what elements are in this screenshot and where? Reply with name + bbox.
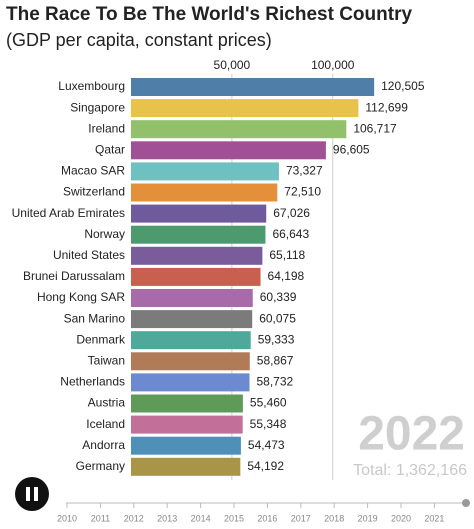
bar	[131, 267, 261, 286]
timeline-label: 2013	[157, 513, 177, 523]
timeline-label: 2018	[324, 513, 344, 523]
timeline-label: 2019	[358, 513, 378, 523]
y-tick-label: Andorra	[82, 438, 125, 452]
value-label: 59,333	[258, 332, 295, 346]
y-tick-label: Macao SAR	[61, 164, 125, 178]
value-label: 67,026	[273, 206, 310, 220]
timeline-label: 2010	[57, 513, 77, 523]
y-tick-label: Brunei Darussalam	[23, 269, 125, 283]
bar	[131, 289, 253, 307]
bar	[131, 310, 253, 329]
bar	[131, 162, 279, 181]
y-tick-label: Qatar	[95, 142, 125, 156]
y-tick-label: Ireland	[88, 121, 125, 135]
bar	[131, 457, 241, 476]
x-tick-label: 50,000	[214, 58, 251, 72]
y-tick-label: Denmark	[76, 332, 126, 346]
bar	[131, 204, 267, 223]
y-tick-label: United States	[53, 248, 125, 262]
value-label: 106,717	[353, 121, 397, 135]
y-tick-label: Singapore	[70, 100, 125, 114]
timeline-label: 2020	[391, 513, 411, 523]
bar	[131, 373, 250, 392]
y-tick-label: San Marino	[64, 311, 126, 325]
timeline-label: 2011	[91, 513, 110, 523]
value-label: 96,605	[333, 142, 370, 156]
value-label: 58,867	[257, 353, 294, 367]
bar	[131, 120, 347, 139]
value-label: 64,198	[268, 269, 305, 283]
y-tick-label: Iceland	[86, 417, 125, 431]
timeline-label: 2017	[291, 513, 311, 523]
play-button[interactable]	[15, 477, 49, 511]
timeline-label: 2012	[124, 513, 144, 523]
timeline-label: 2016	[257, 513, 277, 523]
value-label: 120,505	[381, 79, 425, 93]
value-label: 65,118	[269, 248, 305, 262]
bar	[131, 78, 375, 96]
value-label: 54,192	[247, 459, 284, 473]
year-label: 2022	[358, 408, 465, 461]
y-tick-label: Taiwan	[88, 353, 125, 367]
value-label: 72,510	[284, 185, 321, 199]
value-label: 60,075	[259, 311, 296, 325]
y-tick-label: Switzerland	[63, 185, 125, 199]
timeline-label: 2014	[191, 513, 211, 523]
y-tick-label: Austria	[88, 396, 126, 410]
bar	[131, 225, 266, 244]
value-label: 58,732	[257, 375, 294, 389]
timeline-label: 2021	[424, 513, 444, 523]
y-tick-label: Germany	[76, 459, 125, 473]
value-label: 112,699	[365, 100, 408, 114]
bar	[131, 352, 250, 371]
value-label: 60,339	[260, 290, 297, 304]
y-tick-label: Netherlands	[60, 375, 125, 389]
y-tick-label: Hong Kong SAR	[37, 290, 125, 304]
pause-bar[interactable]	[34, 487, 38, 501]
bar	[131, 394, 243, 413]
y-tick-label: Norway	[84, 227, 125, 241]
bar	[131, 436, 241, 455]
total-label: Total: 1,362,166	[353, 462, 467, 479]
bar	[131, 99, 359, 118]
y-tick-label: Luxembourg	[58, 79, 125, 93]
bar	[131, 331, 251, 350]
value-label: 54,473	[248, 438, 285, 452]
chart-title: The Race To Be The World's Richest Count…	[6, 4, 412, 25]
value-label: 55,348	[250, 417, 287, 431]
button-circle[interactable]	[15, 477, 49, 511]
value-label: 55,460	[250, 396, 287, 410]
timeline-handle[interactable]	[462, 499, 470, 507]
value-label: 73,327	[286, 164, 323, 178]
chart-subtitle: (GDP per capita, constant prices)	[6, 30, 272, 50]
y-tick-label: United Arab Emirates	[12, 206, 125, 220]
pause-bar[interactable]	[26, 487, 30, 501]
bar	[131, 246, 263, 265]
timeline-label: 2015	[224, 513, 244, 523]
value-label: 66,643	[272, 227, 309, 241]
x-tick-label: 100,000	[311, 58, 355, 72]
bar	[131, 183, 278, 202]
bar	[131, 141, 326, 160]
bar	[131, 415, 243, 434]
